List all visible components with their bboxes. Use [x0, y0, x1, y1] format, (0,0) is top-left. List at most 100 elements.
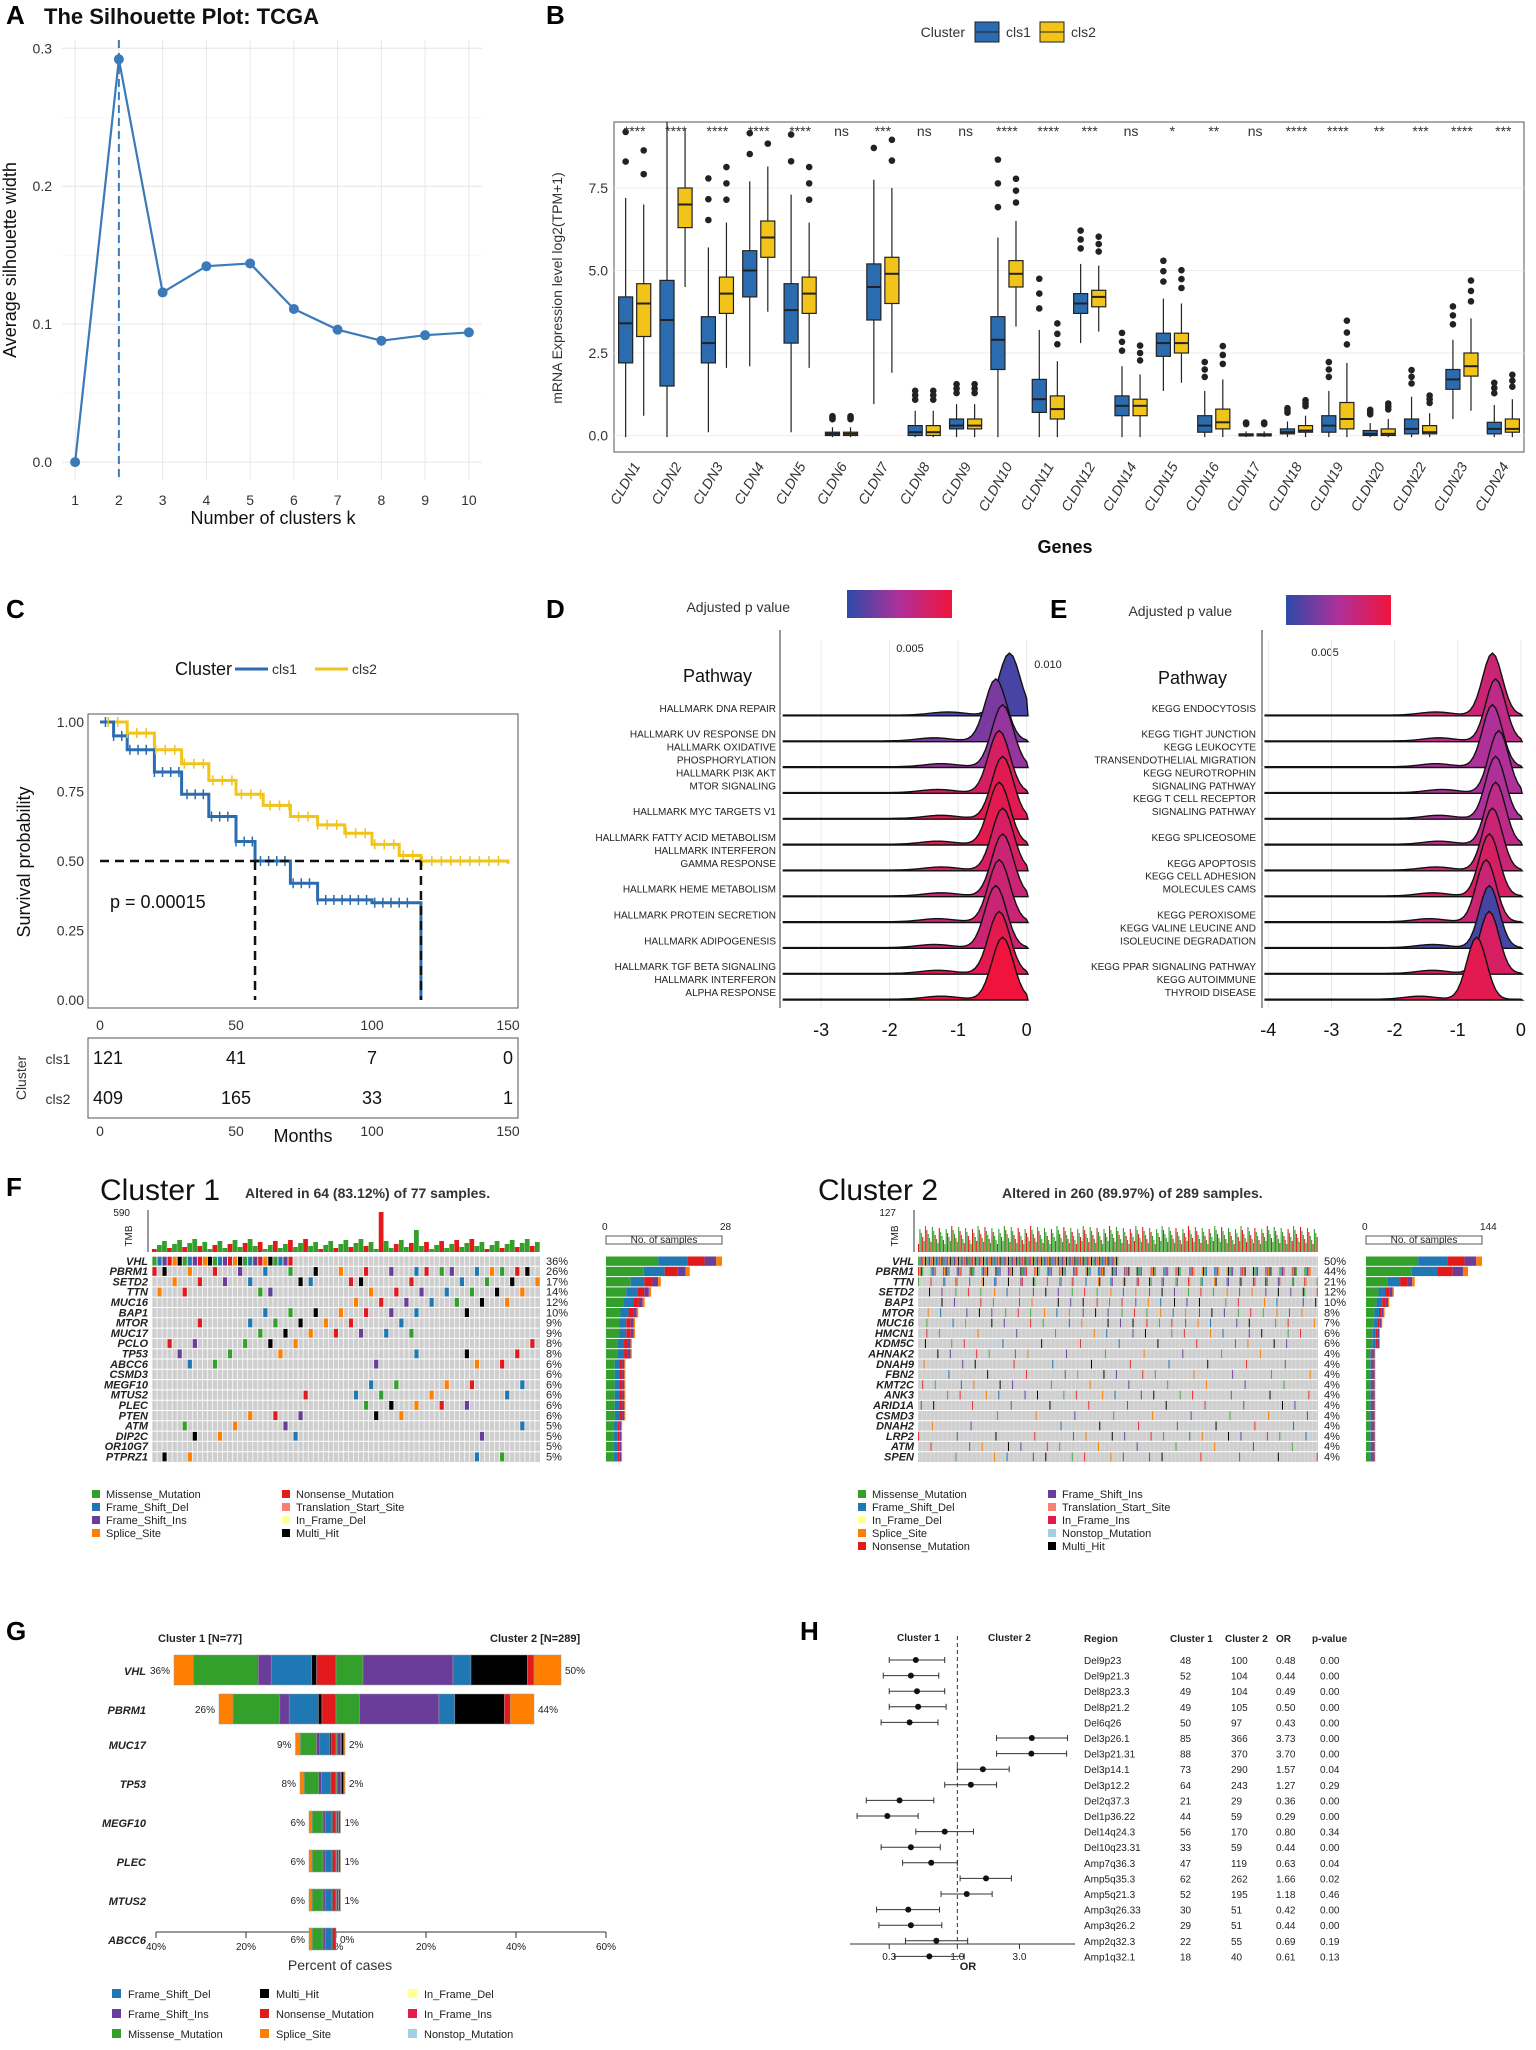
panel-f-c2-cell [1021, 1256, 1023, 1266]
panel-f-c2-tmb-bar [1313, 1229, 1315, 1252]
panel-f-c2-cell [1096, 1256, 1098, 1266]
panel-f-c1-side-seg [606, 1421, 614, 1431]
panel-b-outlier [1118, 338, 1126, 346]
panel-f-c1-gene: MUC16 [111, 1297, 149, 1309]
panel-b-outlier [723, 196, 730, 204]
panel-f-c2-cell [1161, 1277, 1163, 1287]
panel-f-c2-cell [962, 1359, 964, 1369]
panel-b-outlier [1012, 175, 1020, 183]
panel-f-c2-cell [1082, 1298, 1084, 1307]
panel-f-c2-cell [1240, 1267, 1242, 1276]
panel-f-c2-tmb-bar [1150, 1232, 1152, 1252]
panel-f-c2-cell [1150, 1277, 1152, 1287]
panel-f-c2-tmb-bar [1005, 1230, 1007, 1252]
panel-f-c2-cell [919, 1267, 921, 1276]
panel-f-c1-cell [283, 1421, 288, 1431]
panel-e-pathway-label: KEGG TIGHT JUNCTION [1141, 730, 1256, 741]
panel-f-c1-tmb-bar [408, 1243, 414, 1252]
panel-b-outlier [622, 158, 629, 165]
panel-f-c1-cell [227, 1256, 233, 1266]
panel-f-c2-cell [1128, 1267, 1130, 1276]
panel-b-marks: ****CLDN1****CLDN2****CLDN3****CLDN4****… [606, 122, 1520, 514]
panel-f-c2-cell [1006, 1256, 1008, 1266]
panel-f-c2-tmb-bar [1118, 1235, 1120, 1252]
panel-f-c2-side-seg [1392, 1287, 1394, 1297]
panel-f-c2-cell [952, 1256, 954, 1266]
panel-f-c2-side-seg [1373, 1318, 1378, 1328]
panel-f-c2-side-seg [1387, 1277, 1401, 1287]
panel-f-c1-pct: 26% [546, 1266, 568, 1278]
panel-f-c1-tmb-bar [318, 1249, 324, 1252]
panel-f-c2-side-seg [1389, 1287, 1393, 1297]
panel-f-c2-cell [1097, 1256, 1099, 1266]
panel-b-boxplot: Cluster cls1 cls2 0.02.55.07.5 ****CLDN1… [549, 21, 1525, 557]
panel-f-c2-cell [1060, 1267, 1062, 1276]
panel-f-c2-tmb-bar [987, 1235, 989, 1252]
panel-f-c1-side-seg [633, 1318, 635, 1328]
panel-f-c2-cell [1082, 1308, 1084, 1317]
panel-e-pathway-label: KEGG PPAR SIGNALING PATHWAY [1091, 962, 1256, 973]
panel-f-c2-tmb-bar [974, 1237, 976, 1252]
panel-f-c2-tmb-bar [1261, 1229, 1263, 1252]
panel-d-pathway-label: HALLMARK UV RESPONSE DN [630, 730, 776, 741]
panel-f-c2-tmb-bar [1095, 1243, 1097, 1252]
panel-f-c2-cell [1034, 1267, 1036, 1276]
panel-f-c2-pct: 4% [1324, 1400, 1340, 1412]
panel-f-c2-tmb-bar [1248, 1231, 1250, 1252]
panel-f-c2-cell [995, 1267, 997, 1276]
panel-b-outlier [1160, 257, 1167, 265]
panel-f-c2-cell [1118, 1339, 1120, 1348]
panel-b-sig: **** [1451, 123, 1473, 139]
panel-f-c2-cell [1197, 1318, 1199, 1328]
panel-b-box-cls2 [1380, 428, 1396, 437]
panel-f-c1-side-seg [620, 1308, 629, 1318]
panel-f-c2-cell [977, 1256, 979, 1266]
panel-b-box-cls1 [700, 316, 717, 364]
panel-b-box-cls1 [618, 296, 634, 364]
panel-f-c2-cell [1179, 1390, 1181, 1400]
panel-f-c2-tmb-bar [1055, 1241, 1057, 1252]
panel-f-c2-cell [938, 1328, 940, 1338]
panel-f-c2-cell [1050, 1267, 1052, 1276]
panel-f-c1-legend-swatch [92, 1516, 100, 1524]
panel-b-outlier [1118, 329, 1126, 337]
panel-f-c2-cell [1048, 1267, 1050, 1276]
panel-b-outlier [1325, 373, 1333, 381]
panel-f-c2-cell [994, 1277, 996, 1287]
panel-f-c2-tmb-bar [962, 1239, 964, 1252]
panel-f-c1-cell [272, 1318, 278, 1328]
panel-f-c1-cell [272, 1256, 278, 1266]
panel-f-c2-tmb-bar [1218, 1238, 1220, 1252]
panel-e-xtick: -4 [1260, 1020, 1276, 1040]
panel-f-c2-tmb-bar [1275, 1231, 1277, 1252]
panel-f-c1-tmb-bar [439, 1241, 444, 1252]
panel-f-c2-cell [1049, 1256, 1051, 1266]
panel-f-c2-cell [1142, 1370, 1144, 1379]
panel-f-c2-tmb-bar [991, 1228, 993, 1252]
panel-f-c2-cell [1002, 1339, 1004, 1348]
panel-f-c2-cell [1075, 1267, 1077, 1276]
panel-f-c1-cell [283, 1328, 288, 1338]
panel-f-c1-tmb-bar [303, 1239, 308, 1252]
panel-f-c2-cell [940, 1308, 942, 1317]
panel-b-sig: **** [1327, 123, 1349, 139]
panel-e-pathway-label: KEGG CELL ADHESION [1145, 872, 1256, 883]
panel-f-c2-pct: 6% [1324, 1328, 1340, 1340]
panel-f-c2-tmb-bar [965, 1228, 967, 1252]
panel-f-c2-tmb-bar [933, 1231, 935, 1252]
panel-f-c2-cell [1032, 1287, 1034, 1297]
panel-f-c1-tmb-bar [529, 1246, 535, 1252]
panel-f-c2-cell [1074, 1267, 1076, 1276]
panel-f-c1-cell [242, 1339, 248, 1348]
panel-f-c2-side-seg [1366, 1297, 1377, 1307]
panel-f-c1-side-seg [642, 1297, 645, 1307]
panel-f-c1-cell [519, 1421, 525, 1431]
panel-f-c2-cell [1082, 1256, 1084, 1266]
panel-f-c2-cell [1212, 1287, 1214, 1297]
panel-f-c1-cell [283, 1256, 288, 1266]
panel-f-c1-side-seg [614, 1411, 620, 1421]
panel-f-c1-pct: 5% [546, 1452, 562, 1464]
panel-f-c2-gene: MUC16 [877, 1318, 915, 1330]
panel-f-c1-cell [414, 1349, 419, 1359]
panel-f-c2-tmb-bar [1208, 1229, 1210, 1252]
